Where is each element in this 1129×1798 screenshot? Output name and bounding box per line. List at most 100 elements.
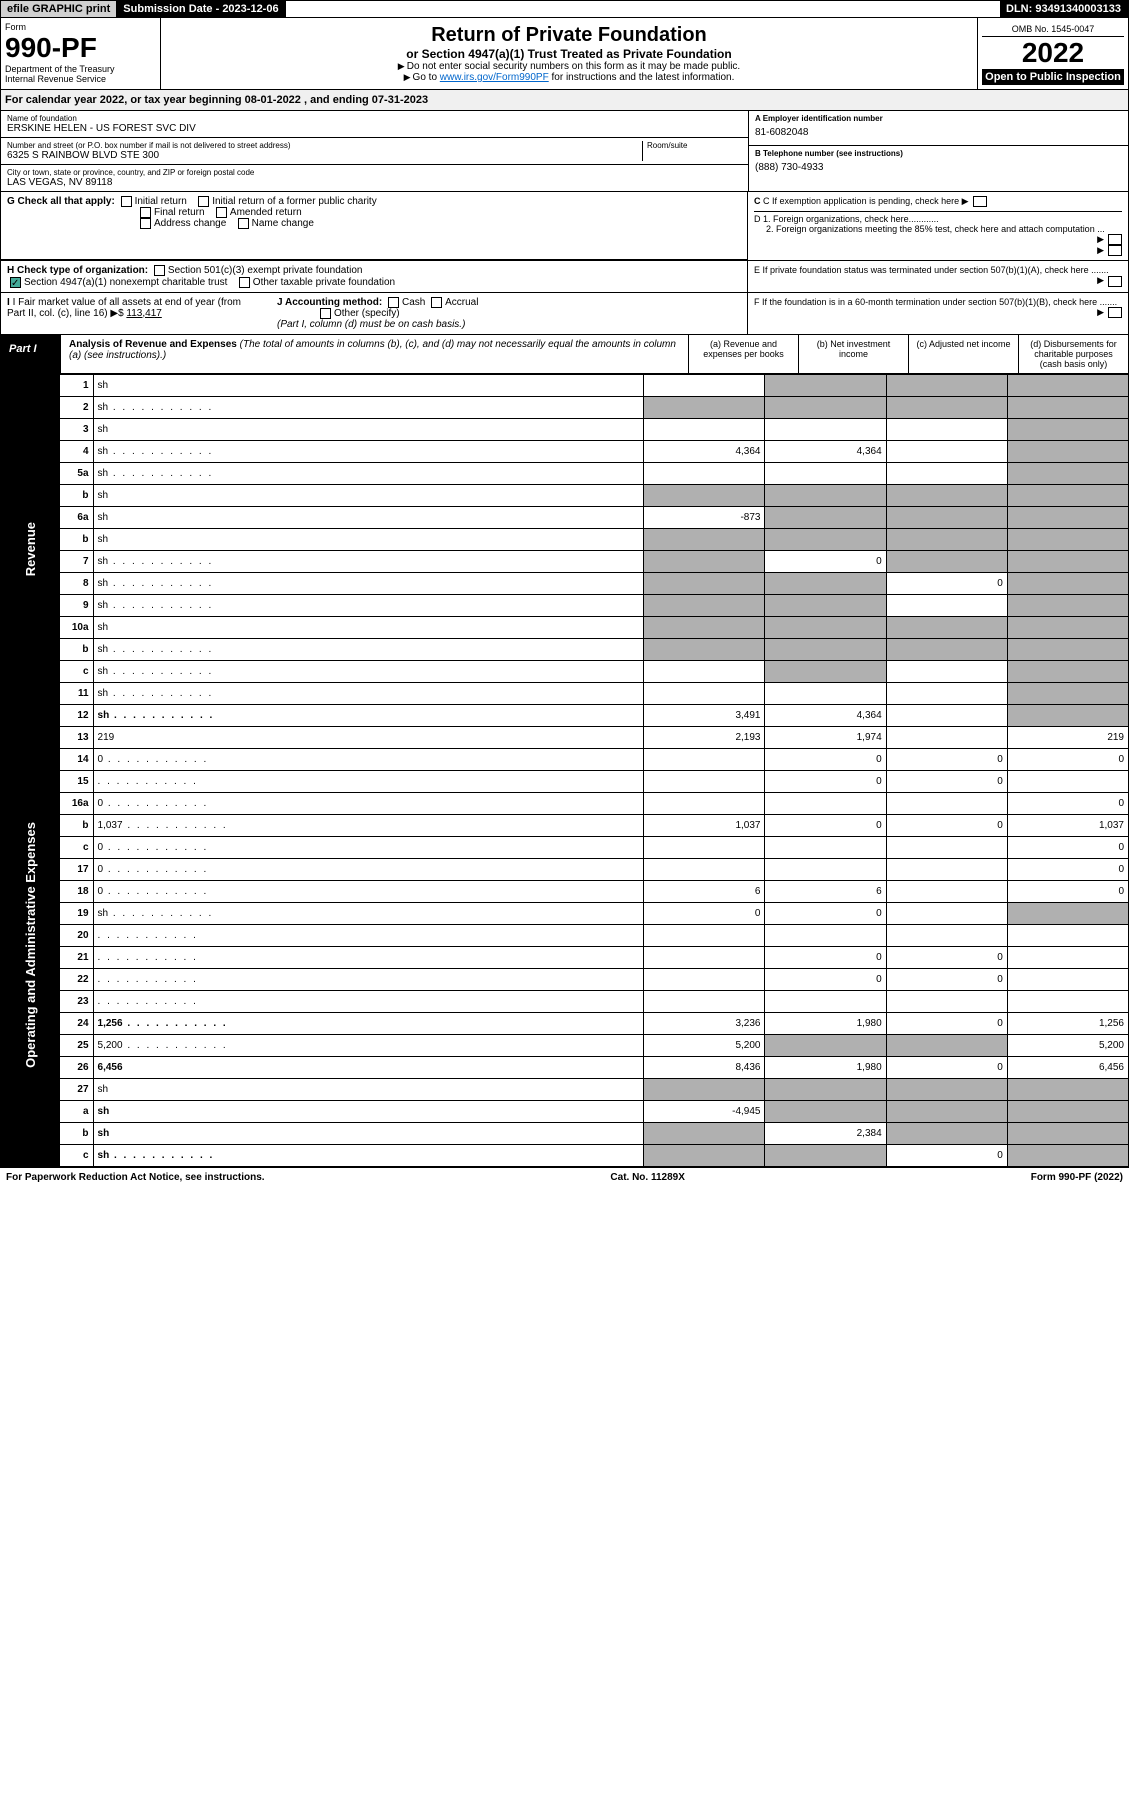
col-b-value: [765, 1034, 886, 1056]
line-desc: 0: [93, 880, 644, 902]
table-row: Operating and Administrative Expenses132…: [1, 726, 1129, 748]
col-a-value: [644, 924, 765, 946]
line-desc: sh: [93, 418, 644, 440]
phone: (888) 730-4933: [755, 158, 1122, 177]
final-return-check[interactable]: [140, 207, 151, 218]
j-label: J Accounting method:: [277, 297, 382, 308]
col-b-value: [765, 990, 886, 1012]
col-a-value: [644, 990, 765, 1012]
name-change-check[interactable]: [238, 218, 249, 229]
col-b-value: [765, 594, 886, 616]
dept: Department of the Treasury: [5, 64, 156, 74]
col-c-value: 0: [886, 770, 1007, 792]
col-b-value: [765, 396, 886, 418]
col-a-value: [644, 396, 765, 418]
col-b-value: [765, 484, 886, 506]
col-b-value: 1,980: [765, 1056, 886, 1078]
line-desc: sh: [93, 594, 644, 616]
col-c-value: [886, 528, 1007, 550]
line-desc: sh: [93, 1144, 644, 1166]
col-a-value: 1,037: [644, 814, 765, 836]
col-a-value: -4,945: [644, 1100, 765, 1122]
h3-check[interactable]: [239, 277, 250, 288]
table-row: 27sh: [1, 1078, 1129, 1100]
table-row: 2sh: [1, 396, 1129, 418]
h2-check[interactable]: ✓: [10, 277, 21, 288]
col-d-value: [1007, 946, 1128, 968]
line-desc: 5,200: [93, 1034, 644, 1056]
col-b-value: [765, 1100, 886, 1122]
table-row: 266,4568,4361,98006,456: [1, 1056, 1129, 1078]
col-a-value: 8,436: [644, 1056, 765, 1078]
table-row: b1,0371,037001,037: [1, 814, 1129, 836]
addr-change-check[interactable]: [140, 218, 151, 229]
col-d-value: 5,200: [1007, 1034, 1128, 1056]
part-1-table: Revenue1sh2sh3sh4sh4,3644,3645ashbsh6ash…: [0, 374, 1129, 1167]
col-d-value: [1007, 572, 1128, 594]
tax-year: 2022: [982, 37, 1124, 69]
part-1-header: Part I Analysis of Revenue and Expenses …: [0, 335, 1129, 374]
table-row: bsh2,384: [1, 1122, 1129, 1144]
col-d-value: [1007, 418, 1128, 440]
col-a-value: [644, 374, 765, 396]
table-row: 140000: [1, 748, 1129, 770]
col-c-value: [886, 1078, 1007, 1100]
col-c-value: 0: [886, 946, 1007, 968]
amended-check[interactable]: [216, 207, 227, 218]
h-label: H Check type of organization:: [7, 266, 148, 277]
line-number: 11: [60, 682, 93, 704]
line-number: 4: [60, 440, 93, 462]
table-row: 12sh3,4914,364: [1, 704, 1129, 726]
table-row: 4sh4,3644,364: [1, 440, 1129, 462]
line-desc: sh: [93, 440, 644, 462]
col-a-value: [644, 1144, 765, 1166]
col-b-value: 4,364: [765, 704, 886, 726]
line-number: 9: [60, 594, 93, 616]
col-b-value: 0: [765, 968, 886, 990]
col-b-value: 1,974: [765, 726, 886, 748]
line-desc: sh: [93, 396, 644, 418]
line-number: b: [60, 1122, 93, 1144]
room-label: Room/suite: [647, 141, 742, 150]
col-c-value: [886, 836, 1007, 858]
phone-label: B Telephone number (see instructions): [755, 149, 1122, 158]
col-c-value: [886, 550, 1007, 572]
line-number: 25: [60, 1034, 93, 1056]
col-a-value: [644, 418, 765, 440]
col-a-value: 6: [644, 880, 765, 902]
initial-former-check[interactable]: [198, 196, 209, 207]
foundation-city: LAS VEGAS, NV 89118: [7, 177, 742, 188]
j-cash-check[interactable]: [388, 297, 399, 308]
col-a-value: [644, 484, 765, 506]
line-desc: sh: [93, 462, 644, 484]
col-d-value: [1007, 594, 1128, 616]
table-row: 20: [1, 924, 1129, 946]
col-a-value: [644, 572, 765, 594]
col-b-value: [765, 660, 886, 682]
col-c-value: [886, 704, 1007, 726]
line-desc: 219: [93, 726, 644, 748]
table-row: 241,2563,2361,98001,256: [1, 1012, 1129, 1034]
g-label: G Check all that apply:: [7, 196, 115, 207]
col-c-value: [886, 682, 1007, 704]
initial-return-check[interactable]: [121, 196, 132, 207]
form-title: Return of Private Foundation: [167, 24, 971, 47]
line-number: c: [60, 836, 93, 858]
col-c-value: [886, 792, 1007, 814]
h1-check[interactable]: [154, 265, 165, 276]
line-number: 15: [60, 770, 93, 792]
j-accrual-check[interactable]: [431, 297, 442, 308]
form-word: Form: [5, 22, 156, 32]
col-b-value: 4,364: [765, 440, 886, 462]
table-row: 1700: [1, 858, 1129, 880]
col-c-value: [886, 924, 1007, 946]
table-row: 2200: [1, 968, 1129, 990]
line-number: 8: [60, 572, 93, 594]
irs-link[interactable]: www.irs.gov/Form990PF: [440, 72, 549, 83]
table-row: 19sh00: [1, 902, 1129, 924]
j-other-check[interactable]: [320, 308, 331, 319]
col-d-value: 0: [1007, 792, 1128, 814]
col-c-value: [886, 902, 1007, 924]
col-a-value: 2,193: [644, 726, 765, 748]
col-d-value: 0: [1007, 858, 1128, 880]
